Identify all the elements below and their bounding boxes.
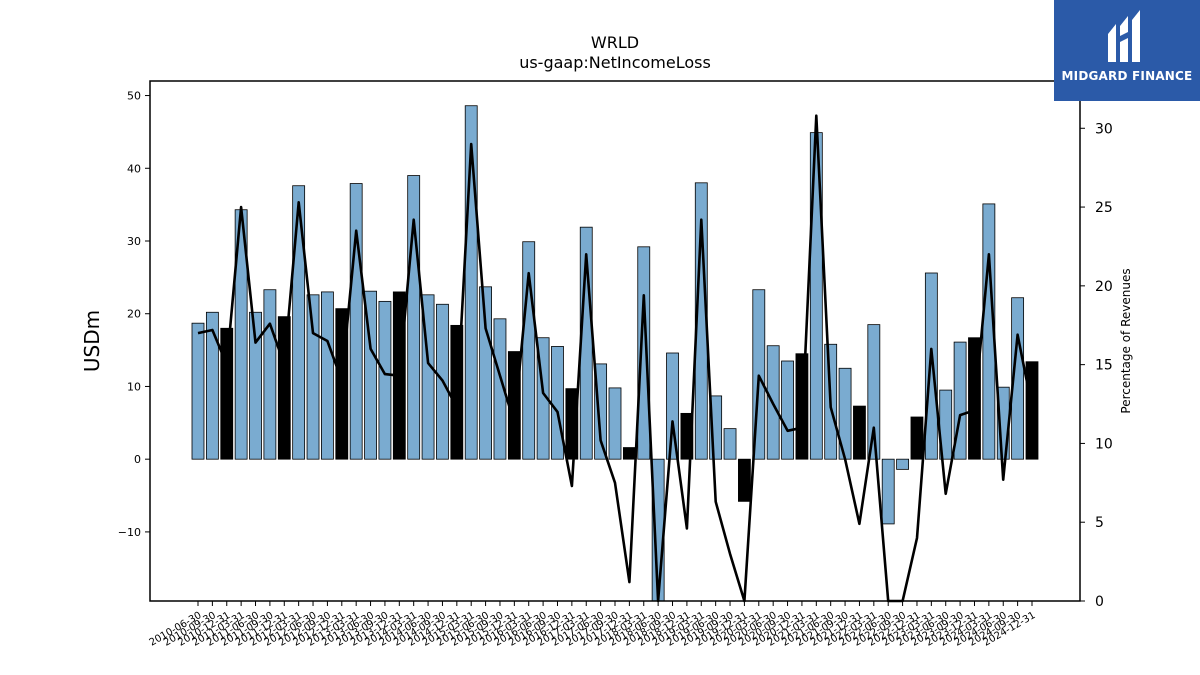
y2-tick-label: 20 bbox=[1095, 279, 1113, 295]
bar bbox=[867, 324, 881, 460]
bar bbox=[191, 322, 205, 460]
bar bbox=[896, 458, 909, 470]
bar bbox=[277, 316, 291, 460]
bar bbox=[407, 175, 421, 460]
chart-title: WRLD bbox=[591, 33, 639, 52]
bar bbox=[1025, 361, 1039, 460]
bar bbox=[378, 300, 392, 460]
bar bbox=[853, 405, 866, 460]
y2-tick-label: 30 bbox=[1095, 121, 1113, 137]
plot-area: −10010203040500510152025302010-06-302010… bbox=[118, 80, 1113, 649]
chart-subtitle: us-gaap:NetIncomeLoss bbox=[519, 53, 711, 72]
bar bbox=[263, 289, 277, 460]
bar bbox=[493, 318, 507, 460]
bar bbox=[622, 447, 636, 460]
bar bbox=[205, 311, 219, 460]
bar bbox=[781, 360, 794, 460]
bar bbox=[723, 428, 737, 460]
bar bbox=[479, 286, 492, 460]
bar bbox=[738, 458, 751, 502]
bar bbox=[306, 294, 320, 460]
bar bbox=[666, 352, 679, 460]
bar bbox=[881, 458, 895, 525]
y-axis-label: USDm bbox=[80, 310, 104, 372]
bar bbox=[249, 311, 262, 460]
y2-tick-label: 5 bbox=[1095, 515, 1104, 531]
y2-axis-label: Percentage of Revenues bbox=[1119, 268, 1133, 413]
bar bbox=[1011, 297, 1025, 460]
bar bbox=[220, 327, 234, 460]
bar bbox=[349, 183, 363, 460]
y2-tick-label: 10 bbox=[1095, 436, 1113, 452]
logo-badge: MIDGARD FINANCE bbox=[1054, 0, 1200, 101]
y-tick-label: −10 bbox=[118, 526, 141, 539]
bar bbox=[292, 185, 306, 460]
bar bbox=[910, 416, 924, 460]
bar bbox=[608, 387, 622, 460]
y-tick-label: 20 bbox=[127, 308, 141, 321]
logo-text: MIDGARD FINANCE bbox=[1061, 69, 1193, 83]
y2-tick-label: 0 bbox=[1095, 594, 1104, 610]
bar bbox=[321, 291, 334, 460]
y2-tick-label: 25 bbox=[1095, 200, 1113, 216]
y-tick-label: 50 bbox=[127, 90, 141, 103]
y2-tick-label: 15 bbox=[1095, 358, 1113, 374]
y-tick-label: 10 bbox=[127, 380, 141, 393]
y-tick-label: 0 bbox=[134, 453, 141, 466]
y-tick-label: 40 bbox=[127, 162, 141, 175]
midgard-logo-icon bbox=[1108, 10, 1140, 62]
bar bbox=[637, 246, 651, 460]
bar bbox=[551, 346, 564, 460]
y-tick-label: 30 bbox=[127, 235, 141, 248]
bar bbox=[924, 272, 938, 460]
